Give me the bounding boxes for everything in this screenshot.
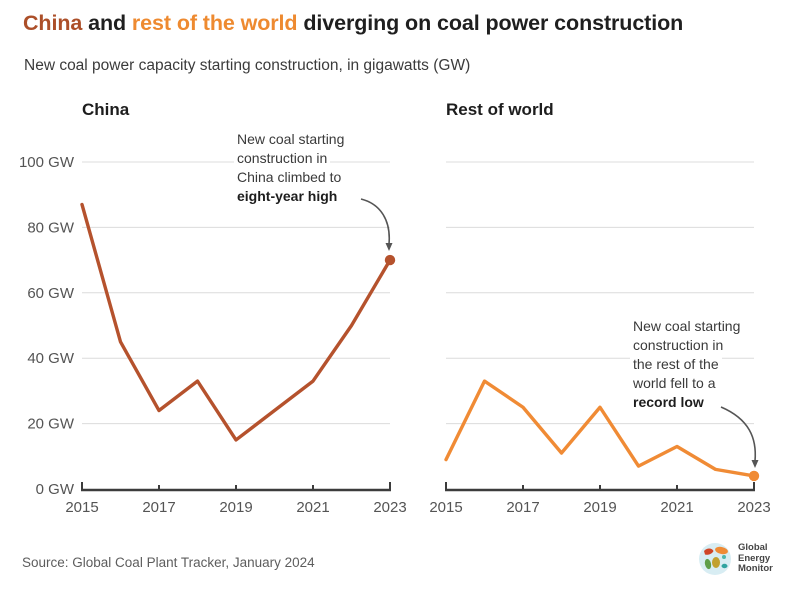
globe-continent <box>704 548 714 555</box>
x-tick-label: 2019 <box>583 499 616 516</box>
title-segment-and: and <box>82 11 132 35</box>
annotation-line: the rest of the <box>630 355 722 374</box>
logo-text: Global Energy Monitor <box>738 543 773 575</box>
endpoint-dot <box>384 254 396 266</box>
globe-continent <box>722 555 726 559</box>
page-title: China and rest of the world diverging on… <box>23 11 683 36</box>
title-segment-row: rest of the world <box>131 11 298 35</box>
annotation-line: China climbed to <box>234 168 345 187</box>
annotation-line: eight-year high <box>234 187 341 206</box>
data-line-china <box>80 202 392 442</box>
logo-line: Global <box>738 542 768 554</box>
arrow-head-icon <box>751 460 759 468</box>
annotation-line: world fell to a <box>630 374 719 393</box>
panel-title-rest-of-world: Rest of world <box>446 100 554 119</box>
y-tick-label: 60 GW <box>27 285 75 302</box>
x-tick-label: 2017 <box>506 499 539 516</box>
source-text: Source: Global Coal Plant Tracker, Janua… <box>22 555 315 570</box>
title-segment-china: China <box>23 11 83 35</box>
gem-logo: Global Energy Monitor <box>698 542 773 576</box>
x-tick-label: 2015 <box>65 499 98 516</box>
globe-continent <box>712 557 720 568</box>
logo-line: Monitor <box>738 563 773 575</box>
annotation-line: record low <box>630 393 707 412</box>
subtitle: New coal power capacity starting constru… <box>24 57 471 74</box>
annotation-line: construction in <box>630 336 727 355</box>
endpoint-dot <box>748 470 760 482</box>
x-tick-label: 2023 <box>373 499 406 516</box>
annotation-line: construction in <box>234 149 331 168</box>
curved-arrow-icon <box>720 406 757 462</box>
globe-icon <box>699 543 731 575</box>
x-tick-label: 2021 <box>296 499 329 516</box>
annotation-line: New coal starting <box>234 130 348 149</box>
x-tick-label: 2015 <box>429 499 462 516</box>
y-tick-label: 100 GW <box>19 154 75 171</box>
title-segment-rest: diverging on coal power construction <box>297 11 684 35</box>
globe-continent <box>704 558 712 570</box>
curved-arrow-icon <box>360 198 390 245</box>
x-tick-label: 2019 <box>219 499 252 516</box>
y-tick-label: 0 GW <box>36 481 75 498</box>
annotation-line: New coal starting <box>630 317 744 336</box>
x-tick-label: 2021 <box>660 499 693 516</box>
x-tick-label: 2017 <box>142 499 175 516</box>
globe-continent <box>721 563 728 569</box>
arrow-head-icon <box>385 243 393 251</box>
y-tick-label: 40 GW <box>27 350 75 367</box>
logo-line: Energy <box>738 552 771 564</box>
panel-title-china: China <box>82 100 130 119</box>
annotation-china: New coal starting construction in China cl… <box>234 130 348 206</box>
data-line-rest-of-world <box>444 379 756 478</box>
globe-continent <box>715 546 728 555</box>
y-tick-label: 20 GW <box>27 416 75 433</box>
x-tick-label: 2023 <box>737 499 770 516</box>
y-tick-label: 80 GW <box>27 219 75 236</box>
annotation-rest-of-world: New coal starting construction in the rest… <box>630 317 744 412</box>
